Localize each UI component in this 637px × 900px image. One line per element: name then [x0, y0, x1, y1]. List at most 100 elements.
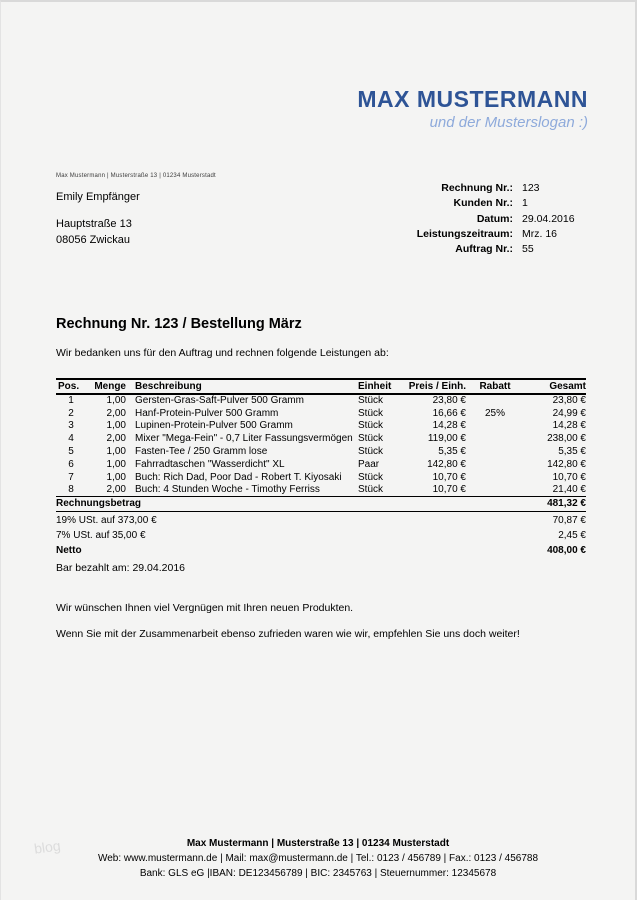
footer-address-line: Max Mustermann | Musterstraße 13 | 01234…	[186, 838, 450, 849]
meta-label: Rechnung Nr.:	[441, 182, 513, 194]
table-cell	[466, 458, 524, 471]
table-cell: 2,00	[106, 484, 126, 496]
table-cell: 7	[68, 471, 74, 483]
meta-value: Mrz. 16	[522, 227, 558, 240]
table-cell: 1	[68, 395, 74, 407]
brand-header: MAX MUSTERMANN und der Musterslogan :)	[357, 86, 588, 131]
table-row: 8 2,00 Buch: 4 Stunden Woche - Timothy Fer…	[56, 484, 586, 497]
table-row: 7 1,00 Buch: Rich Dad, Poor Dad - Robert T…	[56, 471, 586, 484]
total-value: 481,32 €	[547, 497, 586, 509]
meta-label: Kunden Nr.:	[453, 197, 514, 210]
table-cell: 1,00	[106, 395, 126, 407]
table-cell: 3	[68, 420, 74, 432]
table-cell: 2,00	[106, 433, 126, 445]
table-cell: Mixer "Mega-Fein" - 0,7 Liter Fassungsve…	[135, 433, 353, 445]
table-cell: 8	[68, 484, 74, 496]
total-row-invoice-amount: Rechnungsbetrag 481,32 €	[56, 497, 586, 513]
table-cell: Stück	[358, 471, 384, 483]
table-cell: 5	[68, 446, 74, 458]
table-cell: 142,80 €	[547, 458, 586, 470]
table-cell: 24,99 €	[552, 407, 586, 419]
table-cell: Lupinen-Protein-Pulver 500 Gramm	[135, 420, 293, 432]
table-cell: Stück	[358, 433, 384, 445]
table-cell: Buch: 4 Stunden Woche - Timothy Ferriss	[135, 484, 320, 496]
table-cell: Stück	[358, 446, 384, 458]
table-cell: 1,00	[106, 420, 126, 432]
table-cell: 2	[68, 407, 74, 419]
table-cell: 14,28 €	[552, 420, 586, 432]
table-cell: 238,00 €	[547, 433, 586, 445]
table-cell	[466, 484, 524, 497]
brand-name: MAX MUSTERMANN	[357, 86, 588, 112]
footer-bank-line: Bank: GLS eG |IBAN: DE123456789 | BIC: 2…	[139, 868, 497, 880]
table-header-cell: Preis / Einh.	[408, 381, 466, 392]
table-cell: Stück	[358, 484, 384, 496]
table-cell: Gersten-Gras-Saft-Pulver 500 Gramm	[135, 395, 304, 407]
meta-row-order-number: Auftrag Nr.: 55	[383, 242, 588, 257]
intro-text: Wir bedanken uns für den Auftrag und rec…	[56, 347, 389, 359]
table-cell: 119,00 €	[427, 433, 466, 445]
meta-value: 123	[522, 182, 540, 194]
table-cell: Stück	[358, 395, 384, 407]
table-cell: 25%	[484, 407, 505, 419]
table-cell: 21,40 €	[552, 484, 586, 496]
meta-row-service-period: Leistungszeitraum: Mrz. 16	[383, 227, 588, 242]
table-cell: 1,00	[106, 471, 126, 483]
page-title: Rechnung Nr. 123 / Bestellung März	[56, 316, 302, 332]
table-cell	[466, 471, 524, 484]
recipient-address-block: Max Mustermann | Musterstraße 13 | 01234…	[56, 168, 216, 248]
total-label: Rechnungsbetrag	[56, 497, 142, 509]
meta-value: 29.04.2016	[522, 212, 575, 225]
table-cell: 5,35 €	[438, 446, 466, 458]
closing-line-2: Wenn Sie mit der Zusammenarbeit ebenso z…	[56, 628, 520, 640]
total-value: 408,00 €	[547, 544, 586, 556]
total-label: Netto	[56, 544, 82, 556]
meta-value: 55	[522, 243, 534, 256]
table-cell: 14,28 €	[432, 420, 466, 432]
meta-row-invoice-number: Rechnung Nr.: 123	[383, 181, 588, 196]
meta-row-customer-number: Kunden Nr.: 1	[383, 196, 588, 211]
table-row: 5 1,00 Fasten-Tee / 250 Gramm lose Stück 5,3…	[56, 445, 586, 458]
recipient-city: 08056 Zwickau	[56, 234, 130, 246]
table-row: 4 2,00 Mixer "Mega-Fein" - 0,7 Liter Fassu…	[56, 432, 586, 445]
table-cell: 16,66 €	[432, 407, 466, 419]
meta-label: Auftrag Nr.:	[455, 243, 513, 256]
table-cell: 1,00	[106, 458, 126, 470]
table-cell: 5,35 €	[558, 446, 586, 458]
footer-contact-line: Web: www.mustermann.de | Mail: max@muste…	[97, 853, 539, 865]
invoice-table-head: Pos. Menge Beschreibung Einheit Preis / Einh…	[56, 379, 586, 394]
invoice-meta-block: Rechnung Nr.: 123 Kunden Nr.: 1 Datum: 2…	[383, 181, 588, 257]
total-row-vat-19: 19% USt. auf 373,00 € 70,87 €	[56, 512, 586, 527]
footer: Max Mustermann | Musterstraße 13 | 01234…	[1, 836, 635, 882]
table-cell: Buch: Rich Dad, Poor Dad - Robert T. Kiy…	[135, 471, 342, 483]
recipient-street: Hauptstraße 13	[56, 218, 132, 230]
table-cell: 10,70 €	[432, 471, 466, 483]
table-header-cell: Beschreibung	[135, 381, 202, 392]
meta-label: Datum:	[476, 212, 513, 225]
closing-line-1: Wir wünschen Ihnen viel Vergnügen mit Ih…	[56, 602, 354, 614]
table-cell: 4	[68, 433, 74, 445]
table-cell	[466, 420, 524, 433]
table-cell: Stück	[358, 407, 384, 419]
total-row-netto: Netto 408,00 €	[56, 542, 586, 557]
total-value: 70,87 €	[552, 514, 586, 526]
table-cell	[466, 394, 524, 407]
sender-return-address: Max Mustermann | Musterstraße 13 | 01234…	[56, 173, 216, 179]
total-label: 19% USt. auf 373,00 €	[56, 514, 157, 526]
meta-label: Leistungszeitraum:	[416, 227, 513, 240]
table-cell: 1,00	[106, 446, 126, 458]
total-value: 2,45 €	[558, 529, 586, 541]
table-cell: Fasten-Tee / 250 Gramm lose	[135, 446, 268, 458]
table-cell: Paar	[358, 458, 380, 470]
table-cell: Fahrradtaschen "Wasserdicht" XL	[135, 458, 285, 470]
table-header-cell: Menge	[94, 381, 126, 392]
table-cell: 142,80 €	[427, 458, 466, 470]
invoice-table-body: 1 1,00 Gersten-Gras-Saft-Pulver 500 Gramm S…	[56, 394, 586, 497]
meta-row-date: Datum: 29.04.2016	[383, 212, 588, 227]
table-cell	[466, 445, 524, 458]
invoice-table: Pos. Menge Beschreibung Einheit Preis / Einh…	[56, 378, 586, 497]
table-header-cell: Pos.	[58, 381, 80, 392]
table-cell: 6	[68, 458, 74, 470]
table-row: 2 2,00 Hanf-Protein-Pulver 500 Gramm Stück 1…	[56, 407, 586, 420]
